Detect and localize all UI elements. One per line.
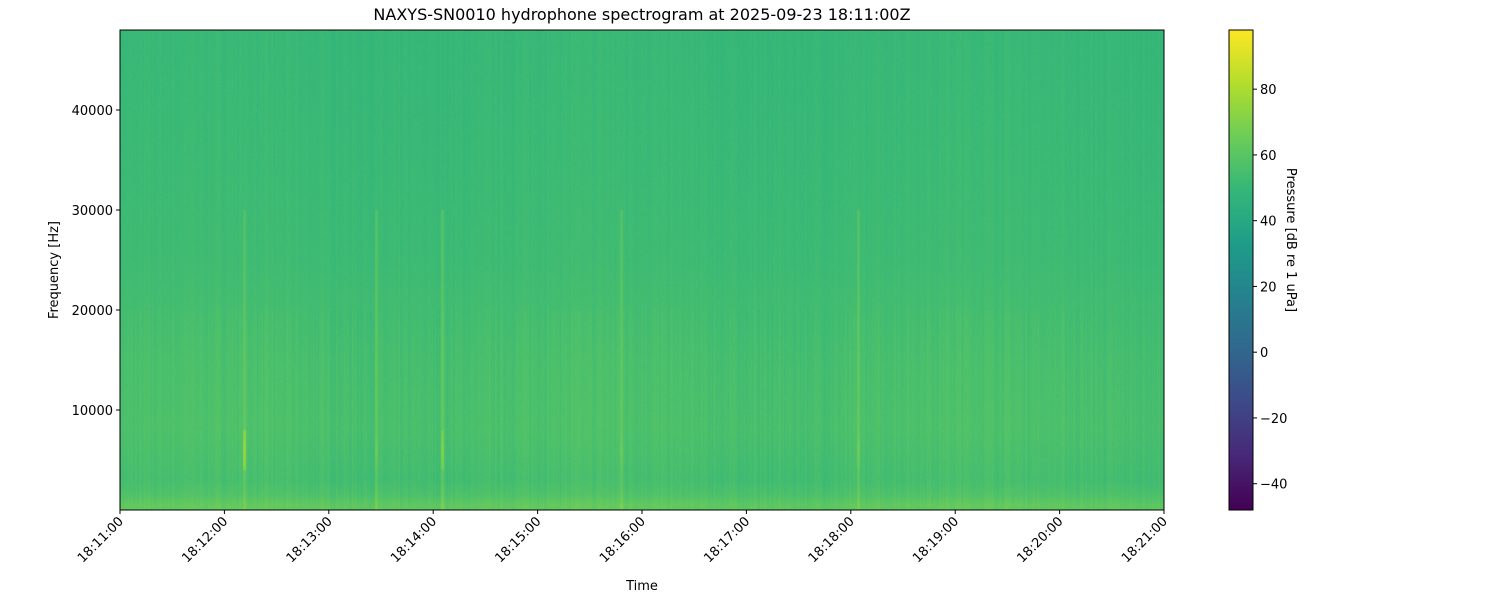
colorbar-tick-label: 0 — [1260, 346, 1268, 361]
x-tick-label: 18:19:00 — [910, 514, 962, 566]
x-tick-label: 18:18:00 — [806, 514, 858, 566]
x-tick-label: 18:13:00 — [284, 514, 336, 566]
y-tick-label: 40000 — [72, 104, 113, 119]
x-axis-label: Time — [625, 579, 658, 594]
plot-frame — [119, 29, 1165, 511]
x-tick-label: 18:17:00 — [701, 514, 753, 566]
y-tick-label: 20000 — [72, 304, 113, 319]
colorbar — [1229, 30, 1253, 510]
y-tick-label: 10000 — [72, 404, 113, 419]
y-tick-label: 30000 — [72, 204, 113, 219]
colorbar-tick-label: 20 — [1260, 280, 1277, 295]
colorbar-frame — [1228, 29, 1254, 511]
chart-title: NAXYS-SN0010 hydrophone spectrogram at 2… — [373, 5, 911, 24]
colorbar-tick-label: 60 — [1260, 149, 1277, 164]
spectrogram-heatmap — [120, 30, 1164, 510]
x-tick-label: 18:14:00 — [388, 514, 440, 566]
colorbar-label: Pressure [dB re 1 uPa] — [1283, 168, 1298, 312]
x-tick-label: 18:21:00 — [1119, 514, 1171, 566]
colorbar-tick-label: −20 — [1260, 412, 1287, 427]
x-tick-label: 18:12:00 — [179, 514, 231, 566]
x-tick-label: 18:11:00 — [75, 514, 127, 566]
x-tick-label: 18:15:00 — [493, 514, 545, 566]
colorbar-tick-label: −40 — [1260, 478, 1287, 493]
colorbar-tick-label: 40 — [1260, 215, 1277, 230]
x-tick-label: 18:20:00 — [1015, 514, 1067, 566]
y-axis-label: Frequency [Hz] — [47, 221, 62, 319]
colorbar-tick-label: 80 — [1260, 83, 1277, 98]
x-tick-label: 18:16:00 — [597, 514, 649, 566]
